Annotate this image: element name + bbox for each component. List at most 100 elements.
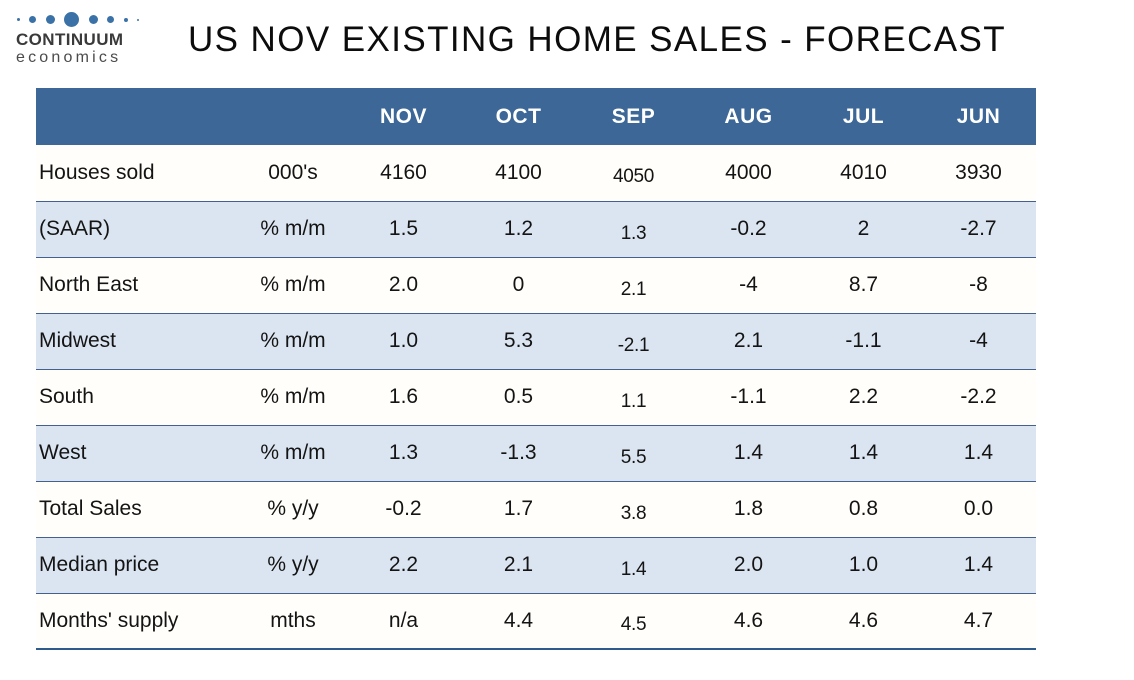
cell: 1.3	[346, 425, 461, 482]
cell: 1.5	[346, 201, 461, 258]
table-row: West% m/m 1.3 -1.3 5.5 1.4 1.4 1.4	[36, 425, 1036, 482]
dots-icon	[16, 11, 140, 28]
row-unit: % y/y	[240, 537, 346, 594]
cell: 1.4	[576, 537, 691, 594]
cell: 4.4	[461, 593, 576, 650]
cell: 4.6	[806, 593, 921, 650]
column-header-unit	[240, 88, 346, 145]
cell: 2.2	[806, 369, 921, 426]
table-header: NOV OCT SEP AUG JUL JUN	[36, 88, 1036, 145]
brand-logo: CONTINUUM economics	[16, 11, 140, 66]
row-unit: % m/m	[240, 201, 346, 258]
row-unit: % m/m	[240, 313, 346, 370]
cell: 1.6	[346, 369, 461, 426]
cell: -8	[921, 257, 1036, 314]
table-row: North East% m/m 2.0 0 2.1 -4 8.7 -8	[36, 257, 1036, 314]
row-label: Houses sold	[36, 145, 240, 202]
dot	[64, 12, 80, 27]
cell: 2.1	[576, 257, 691, 314]
cell: 0.8	[806, 481, 921, 538]
cell: -2.7	[921, 201, 1036, 258]
cell: 1.2	[461, 201, 576, 258]
cell: 1.7	[461, 481, 576, 538]
brand-tagline: economics	[16, 48, 122, 66]
row-label: West	[36, 425, 240, 482]
cell: 4100	[461, 145, 576, 202]
column-header-nov: NOV	[346, 88, 461, 145]
cell: 1.4	[691, 425, 806, 482]
column-header-oct: OCT	[461, 88, 576, 145]
cell: 1.4	[921, 425, 1036, 482]
table-row: Median price% y/y 2.2 2.1 1.4 2.0 1.0 1.4	[36, 537, 1036, 594]
table-row: (SAAR)% m/m 1.5 1.2 1.3 -0.2 2 -2.7	[36, 201, 1036, 258]
cell: 5.5	[576, 425, 691, 482]
row-label: Months' supply	[36, 593, 240, 650]
forecast-table: NOV OCT SEP AUG JUL JUN Houses sold 000's 4160 4…	[36, 88, 1036, 650]
dot	[136, 18, 139, 21]
cell: -4	[691, 257, 806, 314]
cell: 1.4	[806, 425, 921, 482]
cell: -1.3	[461, 425, 576, 482]
cell: 1.1	[576, 369, 691, 426]
column-header-jul: JUL	[806, 88, 921, 145]
row-unit: mths	[240, 593, 346, 650]
cell: 2.0	[346, 257, 461, 314]
cell: 2.1	[461, 537, 576, 594]
dot	[45, 15, 55, 24]
cell: 1.4	[921, 537, 1036, 594]
cell: 2.0	[691, 537, 806, 594]
cell: 3930	[921, 145, 1036, 202]
row-label: (SAAR)	[36, 201, 240, 258]
row-unit: % m/m	[240, 425, 346, 482]
row-unit: % m/m	[240, 257, 346, 314]
cell: 4010	[806, 145, 921, 202]
cell: 2	[806, 201, 921, 258]
cell: 4.6	[691, 593, 806, 650]
table-row: Houses sold 000's 4160 4100 4050 4000 4010 3930	[36, 145, 1036, 202]
table-row: Months' supply mths n/a 4.4 4.5 4.6 4.6 4.7	[36, 593, 1036, 650]
cell: -0.2	[346, 481, 461, 538]
cell: -1.1	[691, 369, 806, 426]
row-label: Midwest	[36, 313, 240, 370]
header-row: NOV OCT SEP AUG JUL JUN	[36, 88, 1036, 145]
table-row: South% m/m 1.6 0.5 1.1 -1.1 2.2 -2.2	[36, 369, 1036, 426]
dot	[88, 15, 98, 24]
row-unit: % m/m	[240, 369, 346, 426]
cell: 4.5	[576, 593, 691, 650]
table-row: Total Sales% y/y -0.2 1.7 3.8 1.8 0.8 0.0	[36, 481, 1036, 538]
row-label: Median price	[36, 537, 240, 594]
cell: n/a	[346, 593, 461, 650]
cell: 1.3	[576, 201, 691, 258]
cell: -0.2	[691, 201, 806, 258]
row-unit: % y/y	[240, 481, 346, 538]
dot	[29, 16, 37, 23]
row-label: North East	[36, 257, 240, 314]
brand-name: CONTINUUM	[16, 30, 124, 49]
cell: 0.5	[461, 369, 576, 426]
cell: -1.1	[806, 313, 921, 370]
cell: 4.7	[921, 593, 1036, 650]
row-unit: 000's	[240, 145, 346, 202]
column-header-label	[36, 88, 240, 145]
cell: 2.1	[691, 313, 806, 370]
cell: 8.7	[806, 257, 921, 314]
cell: 0	[461, 257, 576, 314]
table-body: Houses sold 000's 4160 4100 4050 4000 4010 3930…	[36, 145, 1036, 650]
cell: 0.0	[921, 481, 1036, 538]
top-bar: CONTINUUM economics US NOV EXISTING HOME…	[0, 0, 1134, 88]
cell: 1.8	[691, 481, 806, 538]
cell: 4000	[691, 145, 806, 202]
column-header-aug: AUG	[691, 88, 806, 145]
table-row: Midwest% m/m 1.0 5.3 -2.1 2.1 -1.1 -4	[36, 313, 1036, 370]
cell: 1.0	[346, 313, 461, 370]
row-label: Total Sales	[36, 481, 240, 538]
cell: 4160	[346, 145, 461, 202]
dot	[107, 16, 115, 23]
cell: 3.8	[576, 481, 691, 538]
cell: 2.2	[346, 537, 461, 594]
cell: 5.3	[461, 313, 576, 370]
dot	[123, 17, 128, 22]
cell: -2.1	[576, 313, 691, 370]
cell: 1.0	[806, 537, 921, 594]
